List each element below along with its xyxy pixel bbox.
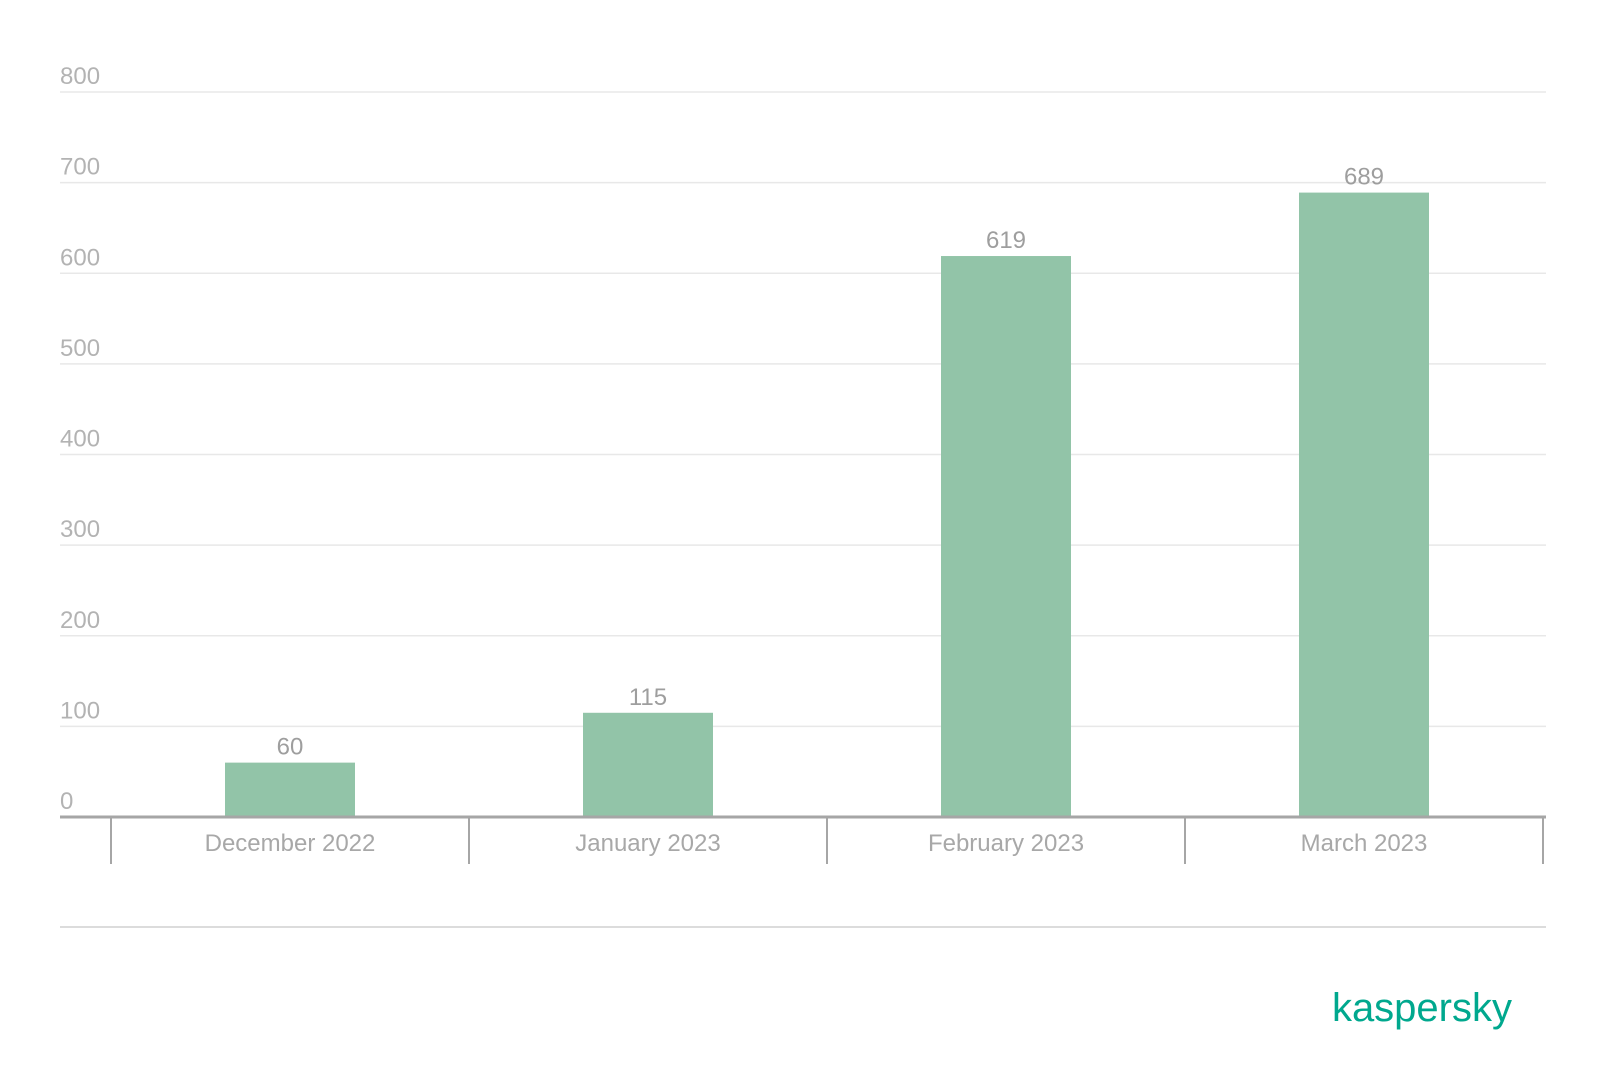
y-tick-label: 300 [60, 516, 100, 543]
y-tick-label: 800 [60, 63, 100, 90]
data-label: 60 [277, 734, 304, 761]
bar [1299, 192, 1429, 817]
y-tick-label: 0 [60, 788, 73, 815]
x-axis-categories: December 2022 January 2023 February 2023 Ma… [205, 830, 1428, 857]
data-label: 689 [1344, 164, 1384, 191]
y-tick-label: 200 [60, 607, 100, 634]
x-category-label: February 2023 [928, 830, 1084, 857]
y-tick-label: 600 [60, 244, 100, 271]
data-label: 115 [629, 684, 667, 711]
data-labels: 60 115 619 689 [277, 164, 1384, 761]
x-category-label: March 2023 [1301, 830, 1428, 857]
bar [583, 712, 713, 817]
y-axis-ticks: 0 100 200 300 400 500 600 700 800 [60, 63, 100, 815]
bar [225, 762, 355, 817]
x-category-label: January 2023 [575, 830, 720, 857]
bar [941, 256, 1071, 817]
data-label: 619 [986, 227, 1026, 254]
y-tick-label: 400 [60, 426, 100, 453]
gridlines [60, 91, 1546, 728]
bars [225, 192, 1429, 817]
x-category-label: December 2022 [205, 830, 376, 857]
x-axis [60, 815, 1546, 864]
y-tick-label: 100 [60, 697, 100, 724]
y-tick-label: 500 [60, 335, 100, 362]
y-tick-label: 700 [60, 154, 100, 181]
kaspersky-logo: kaspersky [1332, 986, 1512, 1030]
